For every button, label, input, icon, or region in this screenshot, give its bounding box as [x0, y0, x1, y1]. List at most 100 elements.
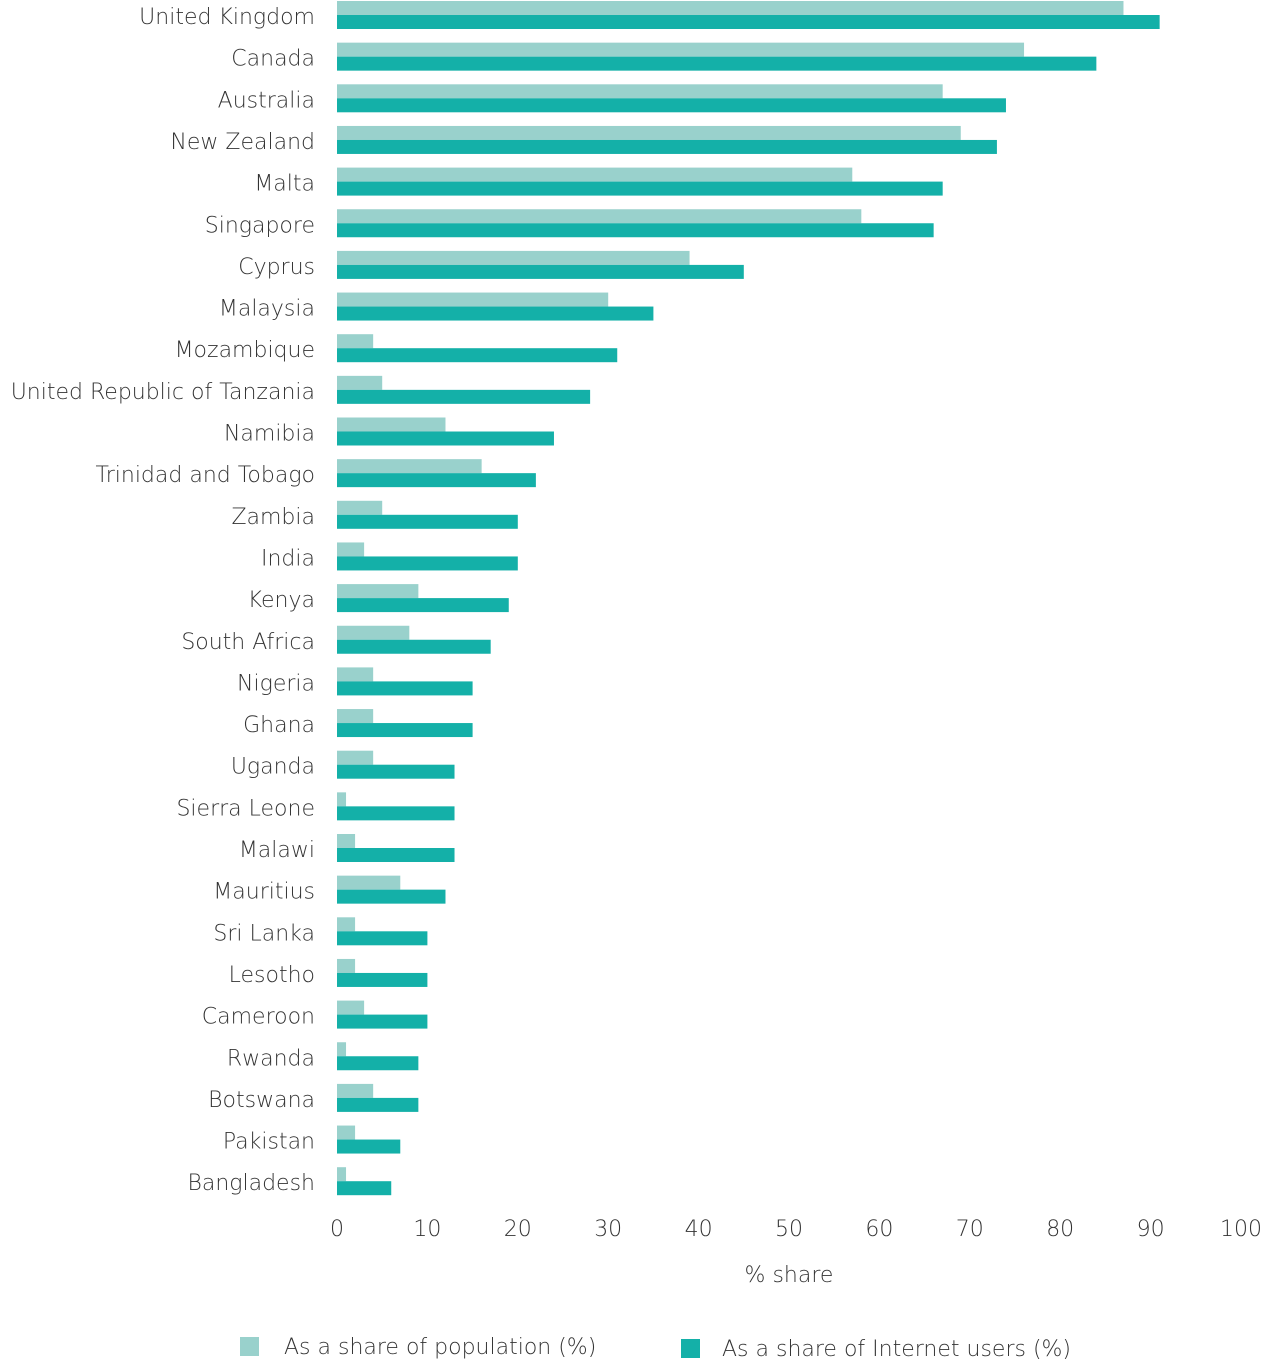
category-label-singapore: Singapore — [205, 213, 315, 238]
legend-swatch-population — [240, 1337, 259, 1356]
category-label-australia: Australia — [218, 88, 315, 113]
bar-population-new-zealand — [337, 125, 961, 140]
bar-internet-users-uganda — [337, 764, 455, 779]
bar-internet-users-new-zealand — [337, 139, 997, 154]
category-label-botswana: Botswana — [208, 1088, 315, 1113]
bar-population-rwanda — [337, 1042, 347, 1057]
bar-internet-users-cyprus — [337, 264, 744, 279]
category-label-kenya: Kenya — [248, 588, 315, 613]
x-tick-label-100: 100 — [1220, 1217, 1262, 1242]
bar-internet-users-south-africa — [337, 639, 491, 654]
bar-population-ghana — [337, 709, 374, 724]
bar-internet-users-nigeria — [337, 681, 473, 696]
bar-population-mauritius — [337, 875, 401, 890]
bar-population-uganda — [337, 750, 374, 765]
bar-population-nigeria — [337, 667, 374, 682]
category-label-bangladesh: Bangladesh — [187, 1171, 315, 1196]
bar-population-kenya — [337, 584, 419, 599]
category-label-new-zealand: New Zealand — [170, 130, 315, 155]
bar-population-pakistan — [337, 1125, 356, 1140]
bar-internet-users-australia — [337, 98, 1006, 113]
bar-internet-users-malta — [337, 181, 943, 196]
category-label-trinidad-and-tobago: Trinidad and Tobago — [96, 463, 315, 488]
category-label-malaysia: Malaysia — [219, 297, 315, 322]
bar-internet-users-pakistan — [337, 1139, 401, 1154]
category-label-malta: Malta — [254, 172, 315, 197]
bars-group — [337, 1, 1160, 1196]
category-label-cyprus: Cyprus — [238, 255, 315, 280]
bar-population-zambia — [337, 500, 383, 515]
bar-internet-users-malawi — [337, 848, 455, 862]
x-tick-label-70: 70 — [956, 1217, 984, 1242]
bar-internet-users-singapore — [337, 223, 934, 238]
category-label-united-kingdom: United Kingdom — [139, 5, 315, 30]
bar-internet-users-kenya — [337, 598, 509, 613]
category-label-pakistan: Pakistan — [223, 1130, 315, 1155]
bar-population-sri-lanka — [337, 917, 356, 932]
x-tick-label-10: 10 — [413, 1217, 441, 1242]
category-label-united-republic-of-tanzania: United Republic of Tanzania — [11, 380, 315, 405]
bar-population-namibia — [337, 417, 446, 432]
category-label-sierra-leone: Sierra Leone — [176, 796, 315, 821]
category-label-lesotho: Lesotho — [229, 963, 315, 988]
category-label-rwanda: Rwanda — [227, 1046, 315, 1071]
bar-internet-users-botswana — [337, 1097, 419, 1112]
legend-label-population: As a share of population (%) — [284, 1335, 596, 1360]
bar-population-sierra-leone — [337, 792, 347, 807]
bar-internet-users-namibia — [337, 431, 554, 446]
bar-population-south-africa — [337, 625, 410, 640]
legend-swatch-internet-users — [681, 1339, 700, 1358]
category-label-ghana: Ghana — [243, 713, 315, 738]
x-tick-label-80: 80 — [1046, 1217, 1074, 1242]
x-axis-title: % share — [745, 1263, 834, 1288]
bar-population-australia — [337, 84, 943, 99]
x-tick-label-30: 30 — [594, 1217, 622, 1242]
bar-internet-users-united-republic-of-tanzania — [337, 389, 591, 404]
bar-internet-users-malaysia — [337, 306, 654, 321]
category-label-mozambique: Mozambique — [175, 338, 315, 363]
bar-internet-users-india — [337, 556, 518, 571]
category-label-namibia: Namibia — [224, 422, 315, 447]
category-label-canada: Canada — [231, 47, 315, 72]
bar-internet-users-rwanda — [337, 1056, 419, 1071]
x-tick-label-0: 0 — [330, 1217, 344, 1242]
bar-population-bangladesh — [337, 1167, 347, 1182]
bar-internet-users-united-kingdom — [337, 15, 1160, 29]
category-label-cameroon: Cameroon — [202, 1005, 315, 1030]
bar-population-cyprus — [337, 250, 690, 265]
x-tick-label-50: 50 — [775, 1217, 803, 1242]
category-label-malawi: Malawi — [239, 838, 315, 863]
bar-population-malta — [337, 167, 853, 182]
bar-population-united-republic-of-tanzania — [337, 375, 383, 390]
bar-population-trinidad-and-tobago — [337, 459, 482, 474]
bar-internet-users-cameroon — [337, 1014, 428, 1029]
category-label-india: India — [261, 546, 315, 571]
bar-internet-users-canada — [337, 56, 1097, 71]
bar-internet-users-mozambique — [337, 348, 618, 363]
bar-internet-users-sierra-leone — [337, 806, 455, 821]
bar-internet-users-sri-lanka — [337, 931, 428, 946]
x-tick-label-60: 60 — [865, 1217, 893, 1242]
category-label-uganda: Uganda — [231, 755, 315, 780]
bar-population-malawi — [337, 834, 356, 848]
category-label-sri-lanka: Sri Lanka — [213, 921, 315, 946]
bar-population-lesotho — [337, 958, 356, 973]
category-label-zambia: Zambia — [231, 505, 315, 530]
bar-internet-users-lesotho — [337, 972, 428, 987]
bar-internet-users-bangladesh — [337, 1181, 392, 1196]
category-labels: United Kingdom Canada Australia New Zealand… — [11, 5, 315, 1196]
category-label-south-africa: South Africa — [181, 630, 315, 655]
category-label-mauritius: Mauritius — [213, 880, 315, 905]
bar-internet-users-zambia — [337, 514, 518, 529]
category-label-nigeria: Nigeria — [237, 671, 315, 696]
x-tick-label-20: 20 — [504, 1217, 532, 1242]
x-axis-ticks: 0 10 20 30 40 50 60 70 80 90 100 — [330, 1217, 1262, 1242]
bar-population-cameroon — [337, 1000, 365, 1015]
x-tick-label-90: 90 — [1137, 1217, 1165, 1242]
bar-population-india — [337, 542, 365, 557]
bar-internet-users-ghana — [337, 723, 473, 738]
x-tick-label-40: 40 — [685, 1217, 713, 1242]
bar-population-malaysia — [337, 292, 609, 307]
bar-population-singapore — [337, 209, 862, 224]
